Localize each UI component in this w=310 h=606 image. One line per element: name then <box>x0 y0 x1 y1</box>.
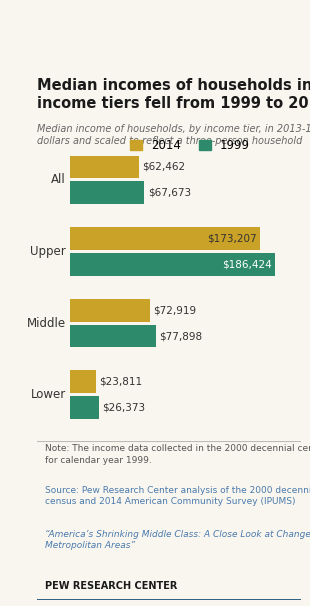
Text: $23,811: $23,811 <box>100 377 143 387</box>
Text: $26,373: $26,373 <box>102 402 145 413</box>
Text: Note: The income data collected in the 2000 decennial census were
for calendar y: Note: The income data collected in the 2… <box>45 444 310 465</box>
Bar <box>70 181 144 204</box>
Text: $62,462: $62,462 <box>142 162 185 172</box>
Text: $67,673: $67,673 <box>148 188 191 198</box>
Legend: 2014, 1999: 2014, 1999 <box>130 139 250 152</box>
Bar <box>70 156 139 178</box>
Text: Source: Pew Research Center analysis of the 2000 decennial
census and 2014 Ameri: Source: Pew Research Center analysis of … <box>45 486 310 506</box>
Text: Lower: Lower <box>30 388 66 401</box>
Text: $186,424: $186,424 <box>222 259 272 270</box>
Text: $72,919: $72,919 <box>153 305 197 315</box>
Bar <box>70 299 150 322</box>
Bar <box>70 325 156 347</box>
Text: Middle: Middle <box>27 316 66 330</box>
Text: Median income of households, by income tier, in 2013-14
dollars and scaled to re: Median income of households, by income t… <box>37 124 310 147</box>
Bar <box>70 227 260 250</box>
Text: PEW RESEARCH CENTER: PEW RESEARCH CENTER <box>45 581 178 591</box>
Text: All: All <box>51 173 66 187</box>
Text: $77,898: $77,898 <box>159 331 202 341</box>
Text: Upper: Upper <box>30 245 66 258</box>
Bar <box>70 253 275 276</box>
Text: Median incomes of households in all
income tiers fell from 1999 to 2014: Median incomes of households in all inco… <box>37 78 310 112</box>
Bar <box>70 396 99 419</box>
Bar <box>70 370 96 393</box>
Text: “America’s Shrinking Middle Class: A Close Look at Changes Within
Metropolitan A: “America’s Shrinking Middle Class: A Clo… <box>45 530 310 550</box>
Text: $173,207: $173,207 <box>207 233 257 244</box>
